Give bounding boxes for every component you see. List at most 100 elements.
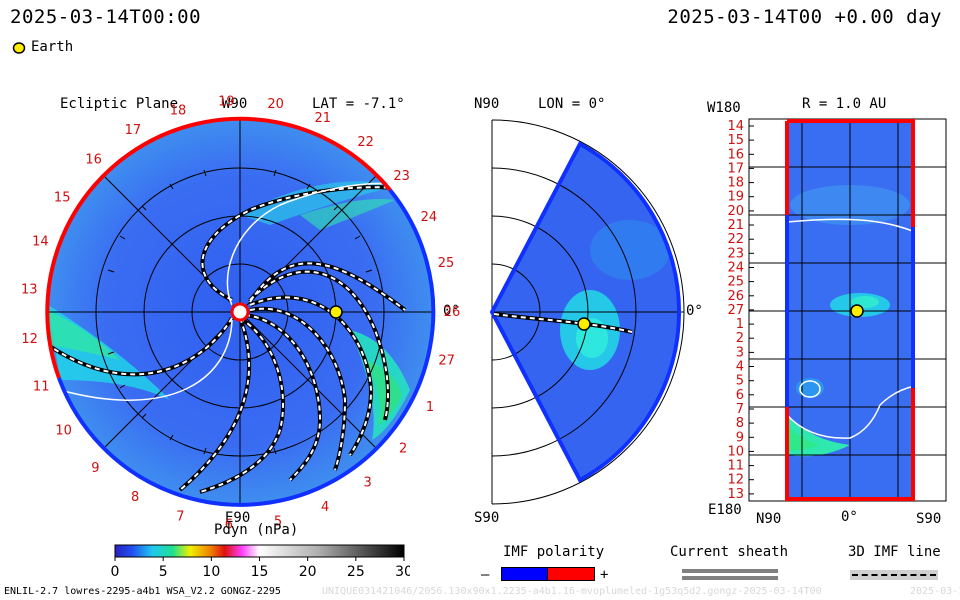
- map-title: R = 1.0 AU: [802, 96, 887, 112]
- imf-minus: –: [481, 567, 490, 583]
- sheath-title: Current sheath: [670, 544, 789, 560]
- map-top-label: W180: [707, 100, 741, 116]
- map-bottom-label: E180: [708, 502, 742, 518]
- map-y-label: 27: [727, 303, 744, 318]
- ecliptic-sector-number: 15: [54, 191, 71, 206]
- earth-legend-label: Earth: [31, 39, 74, 55]
- ecliptic-sector-number: 5: [274, 515, 282, 530]
- sheath-swatch-2: [682, 576, 778, 580]
- ecliptic-sector-number: 24: [421, 210, 438, 225]
- map-y-label: 24: [727, 261, 744, 276]
- colorbar-tick-label: 0: [111, 564, 120, 580]
- map-x-label-n: N90: [756, 511, 782, 527]
- ecliptic-sector-number: 2: [399, 441, 407, 456]
- ecliptic-sector-number: 19: [218, 94, 235, 109]
- meridional-title: LON = 0°: [538, 96, 606, 112]
- meridional-earth-icon: [577, 317, 591, 331]
- map-rim-positive: [785, 388, 915, 501]
- ecliptic-sector-number: 11: [33, 380, 50, 395]
- map-y-label: 23: [727, 246, 744, 261]
- imf-negative-swatch: [501, 567, 549, 581]
- datetime-left: 2025-03-14T00:00: [10, 6, 202, 28]
- footer-model: ENLIL-2.7 lowres-2295-a4b1 WSA_V2.2 GONG…: [4, 586, 281, 597]
- map-y-label: 5: [736, 374, 744, 389]
- colorbar-tick-labels: 0 5 10 15 20 25 30: [111, 564, 410, 580]
- colorbar-tick-label: 25: [347, 564, 365, 580]
- map-y-label: 7: [736, 402, 744, 417]
- imf-plus: +: [600, 567, 609, 583]
- map-y-label: 15: [727, 133, 744, 148]
- map-y-label: 19: [727, 190, 744, 205]
- sheath-swatch-1: [682, 569, 778, 573]
- map-y-label: 21: [727, 218, 744, 233]
- ecliptic-sector-number: 13: [21, 283, 38, 298]
- map-y-label: 4: [736, 360, 744, 375]
- ecliptic-sector-number: 27: [438, 354, 455, 369]
- imfline-title: 3D IMF line: [848, 544, 941, 560]
- map-y-label: 8: [736, 416, 744, 431]
- ecliptic-sector-number: 21: [315, 111, 332, 126]
- colorbar-title: Pdyn (nPa): [214, 522, 299, 538]
- map-y-label: 3: [736, 345, 744, 360]
- ecliptic-sector-number: 16: [85, 153, 102, 168]
- sun-icon: [230, 302, 250, 322]
- datetime-right: 2025-03-14T00 +0.00 day: [667, 6, 942, 28]
- map-y-label: 2: [736, 331, 744, 346]
- ecliptic-sector-number: 8: [131, 490, 139, 505]
- map-y-label: 17: [727, 161, 744, 176]
- ecliptic-sector-number: 20: [267, 97, 284, 112]
- colorbar-tick-label: 5: [159, 564, 168, 580]
- map-y-label: 1: [736, 317, 744, 332]
- ecliptic-sector-number: 25: [438, 256, 455, 271]
- meridional-right-label: 0°: [686, 303, 703, 319]
- ecliptic-top-label: W90: [222, 96, 248, 112]
- ecliptic-sector-number: 6: [225, 518, 233, 530]
- map-y-label: 14: [727, 119, 744, 134]
- ecliptic-sector-number: 22: [357, 135, 374, 150]
- colorbar-tick-label: 20: [299, 564, 317, 580]
- map-y-labels: 1415161718192021222324252627123456789101…: [727, 119, 754, 502]
- colorbar-tick-label: 10: [202, 564, 220, 580]
- ecliptic-current-sheath: [59, 182, 399, 401]
- map-y-label: 18: [727, 176, 744, 191]
- map-earth-icon: [850, 304, 864, 318]
- colorbar: 0 5 10 15 20 25 30: [111, 544, 410, 580]
- map-plot: 1415161718192021222324252627123456789101…: [727, 118, 947, 502]
- map-x-label-s: S90: [916, 511, 942, 527]
- ecliptic-lat-label: LAT = -7.1°: [312, 96, 405, 112]
- earth-icon: [329, 305, 343, 319]
- map-y-label: 20: [727, 204, 744, 219]
- colorbar-tick-label: 30: [395, 564, 410, 580]
- map-x-label-0: 0°: [841, 509, 858, 525]
- map-y-label: 11: [727, 459, 744, 474]
- ecliptic-sector-number: 7: [176, 509, 184, 524]
- meridional-rim: [489, 141, 682, 483]
- imf-positive-swatch: [547, 567, 595, 581]
- meridional-bottom-label: S90: [474, 510, 500, 526]
- ecliptic-sector-number: 9: [91, 461, 99, 476]
- map-y-label: 13: [727, 487, 744, 502]
- map-y-label: 12: [727, 473, 744, 488]
- map-current-sheath: [786, 218, 916, 439]
- map-y-label: 22: [727, 232, 744, 247]
- ecliptic-sector-number: 1: [426, 400, 434, 415]
- ecliptic-sector-number: 10: [55, 424, 72, 439]
- imf-title: IMF polarity: [503, 544, 605, 560]
- meridional-plot: [489, 119, 685, 505]
- ecliptic-sector-number: 12: [21, 332, 38, 347]
- footer-faint: UNIQUE031421046/2056.130x90x1.2235-a4b1.…: [322, 586, 822, 597]
- ecliptic-sector-number: 23: [393, 169, 410, 184]
- earth-legend-icon: [12, 42, 26, 54]
- ecliptic-title: Ecliptic Plane: [60, 96, 179, 112]
- imfline-swatch: [852, 574, 936, 576]
- ecliptic-sector-number: 3: [363, 475, 371, 490]
- footer-faint-right: 2025-03-14: [910, 586, 960, 597]
- ecliptic-sector-number: 14: [32, 235, 49, 250]
- ecliptic-sector-number: 18: [170, 103, 187, 118]
- ecliptic-sector-number: 26: [444, 305, 461, 320]
- meridional-top-label: N90: [474, 96, 500, 112]
- map-y-label: 16: [727, 147, 744, 162]
- map-y-label: 9: [736, 430, 744, 445]
